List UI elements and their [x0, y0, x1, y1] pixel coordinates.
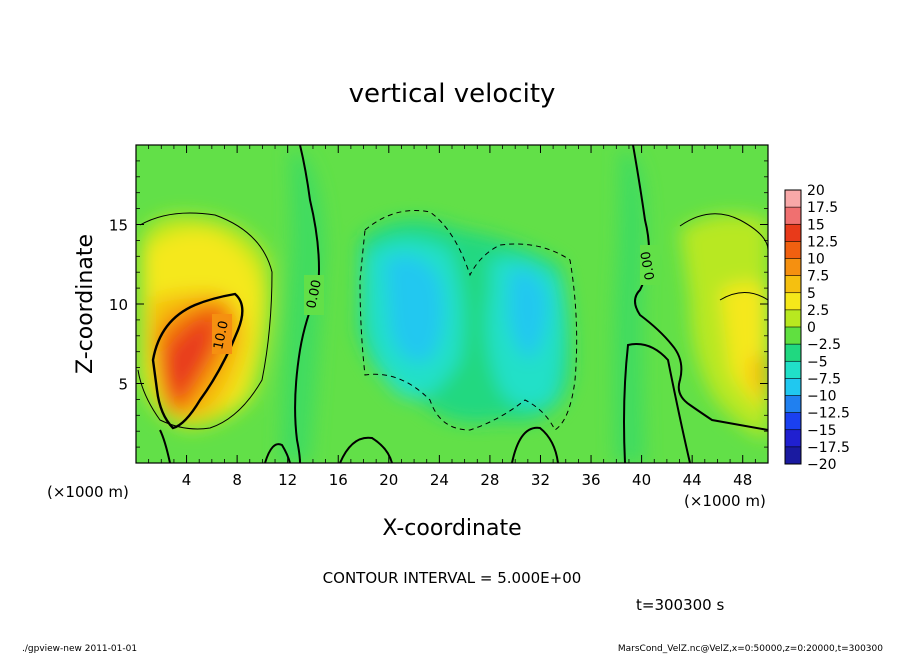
contour-label-bg-right [640, 245, 660, 285]
x-axis-label: X-coordinate [382, 516, 521, 541]
x-tick-label: 24 [430, 471, 449, 489]
colorbar-label: 15 [807, 217, 825, 233]
colorbar-label: −5 [807, 354, 828, 370]
colorbar-swatch [785, 378, 801, 396]
x-tick-label: 12 [278, 471, 297, 489]
colorbar-swatch [785, 309, 801, 328]
contour-label-group: 10.0 0.00 0.00 [211, 245, 660, 354]
x-tick-label: 44 [683, 471, 702, 489]
footer-right: MarsCond_VelZ.nc@VelZ,x=0:50000,z=0:2000… [618, 644, 883, 654]
y-axis: 5 10 15 [109, 160, 768, 448]
colorbar-swatch [785, 190, 801, 208]
contour-5-left [137, 212, 273, 430]
colorbar-label: 0 [807, 320, 816, 336]
colorbar-swatch [785, 258, 801, 277]
colorbar-label: −7.5 [807, 371, 841, 387]
colorbar-label: −20 [807, 457, 837, 473]
plot-field: 10.0 0.00 0.00 [136, 145, 768, 463]
chart-title: vertical velocity [349, 79, 556, 109]
x-tick-label: 48 [733, 471, 752, 489]
colorbar-swatch [785, 361, 801, 379]
colorbar-label: −15 [807, 423, 837, 439]
y-tick-label: 15 [109, 217, 128, 235]
colorbar-swatch [785, 429, 801, 448]
colorbar-swatch [785, 327, 801, 345]
colorbar-label: 20 [807, 183, 825, 199]
x-tick-label: 20 [379, 471, 398, 489]
colorbar-swatch [785, 292, 801, 311]
colorbar-swatch [785, 395, 801, 414]
colorbar-label: 7.5 [807, 269, 829, 285]
contour-label-10: 10.0 [211, 320, 232, 351]
colorbar-label: 12.5 [807, 234, 838, 250]
colorbar-label: 5 [807, 286, 816, 302]
colorbar-swatch [785, 446, 801, 465]
x-tick-label: 32 [531, 471, 550, 489]
x-axis: 4 8 12 16 20 24 28 32 36 40 44 48 [148, 145, 756, 489]
colorbar-label: −17.5 [807, 440, 850, 456]
contour-0-bottom-2 [339, 436, 393, 463]
colorbar-swatch [785, 241, 801, 259]
contour-label-bg-10 [212, 314, 232, 354]
colorbar-swatch [785, 275, 801, 294]
contour-0-bottom-4 [623, 343, 691, 463]
x-tick-label: 16 [329, 471, 348, 489]
contour-label-zero-left: 0.00 [304, 279, 325, 310]
footer-left: ./gpview-new 2011-01-01 [22, 644, 137, 654]
x-tick-label: 28 [480, 471, 499, 489]
contour-0-right [632, 145, 768, 431]
field-shading [140, 150, 768, 463]
colorbar-label: 2.5 [807, 303, 829, 319]
colorbar-swatch [785, 344, 801, 362]
x-tick-label: 36 [581, 471, 600, 489]
contour-lines [137, 145, 768, 463]
contour-neg5 [359, 209, 578, 431]
x-unit-left: (×1000 m) [47, 483, 129, 501]
colorbar-swatch [785, 412, 801, 431]
contour-0-bottom-1 [159, 429, 171, 463]
y-tick-label: 5 [118, 376, 128, 394]
colorbar-swatch [785, 207, 801, 225]
colorbar-label: −12.5 [807, 406, 850, 422]
time-stamp: t=300300 s [636, 596, 724, 614]
colorbar-label: 17.5 [807, 200, 838, 216]
colorbar-label: −2.5 [807, 337, 841, 353]
y-tick-label: 10 [109, 296, 128, 314]
colorbar-swatch [785, 224, 801, 242]
x-tick-label: 8 [232, 471, 242, 489]
colorbar-label: −10 [807, 389, 837, 405]
contour-label-zero-right: 0.00 [639, 250, 659, 281]
x-tick-label: 40 [632, 471, 651, 489]
contour-interval: CONTOUR INTERVAL = 5.000E+00 [323, 569, 582, 587]
contour-0-bottom-3 [511, 426, 559, 463]
contour-label-bg-left [304, 275, 324, 315]
x-tick-label: 4 [182, 471, 192, 489]
contour-10 [151, 292, 244, 430]
y-axis-label: Z-coordinate [73, 234, 98, 374]
colorbar-label: 10 [807, 252, 825, 268]
contour-5-right-inner [719, 292, 768, 301]
contour-0-bottom-5 [264, 443, 291, 463]
contour-0-left [294, 145, 320, 463]
x-unit-right: (×1000 m) [684, 492, 766, 510]
